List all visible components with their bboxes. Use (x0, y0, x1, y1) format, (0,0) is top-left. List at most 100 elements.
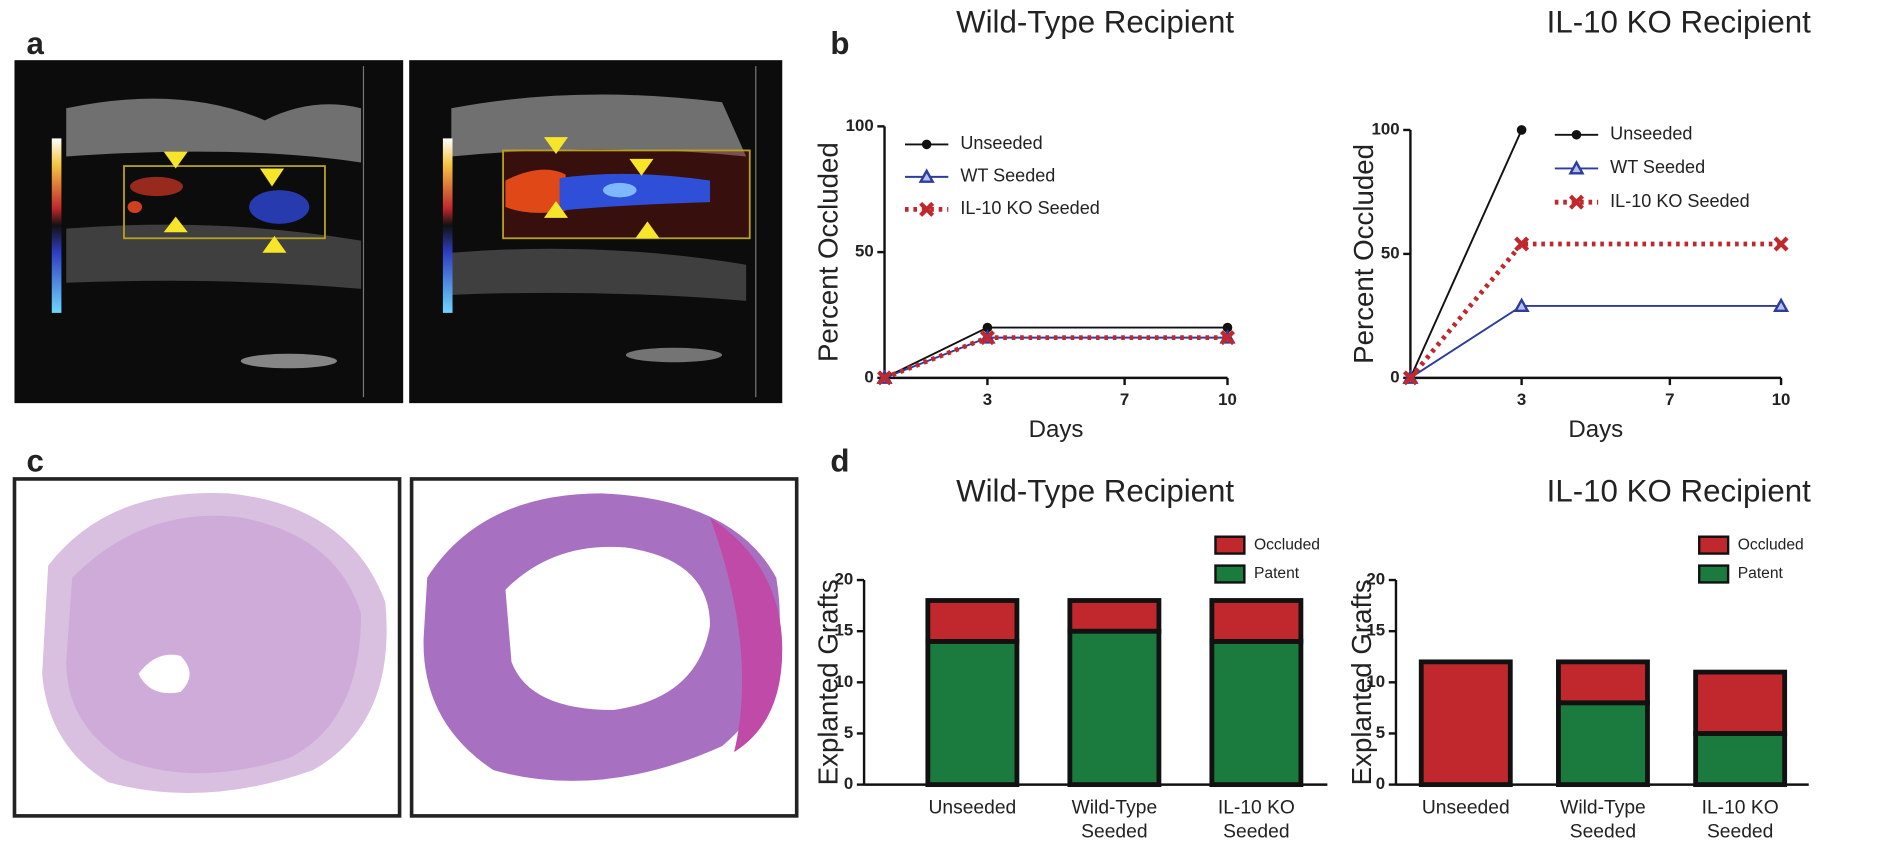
marker (1222, 322, 1233, 333)
x-tick-label: IL-10 KO Seeded (1701, 797, 1779, 843)
y-axis-label: Explanted Grafts (1346, 579, 1377, 785)
x-tick-label-box: Wild-Type Seeded (1560, 797, 1646, 843)
legend-label: Patent (1738, 565, 1784, 582)
series-line (884, 326, 1228, 379)
bar-segment (1556, 659, 1650, 706)
bar-segment (1556, 700, 1650, 788)
y-tick-label: 0 (1376, 774, 1385, 793)
y-tick-label: 100 (846, 116, 874, 135)
y-axis-label: Explanted Grafts (813, 579, 844, 785)
bar-segment (925, 598, 1020, 644)
panel-label: c (27, 444, 44, 479)
y-tick-label: 0 (864, 367, 873, 386)
marker (1773, 236, 1789, 252)
x-tick-label-box: IL-10 KO Seeded (1217, 797, 1295, 843)
marker (1772, 297, 1790, 312)
series-line (1409, 129, 1523, 379)
marker (982, 322, 993, 333)
x-tick-label: 10 (1772, 390, 1791, 409)
x-tick-label: 10 (1218, 390, 1237, 409)
histology-image (12, 477, 402, 818)
legend-label: WT Seeded (960, 166, 1055, 186)
histology-image (409, 477, 799, 818)
x-tick-label: 7 (1120, 390, 1129, 409)
legend-label: WT Seeded (1610, 157, 1705, 177)
y-tick-label: 0 (844, 774, 853, 793)
x-axis-label: Days (1568, 416, 1623, 443)
bar-segment (1418, 659, 1513, 788)
chart-title: Wild-Type Recipient (956, 474, 1234, 509)
marker (1402, 370, 1418, 386)
x-axis-label: Days (1029, 416, 1084, 443)
x-tick-label: 7 (1665, 390, 1674, 409)
legend-label: Occluded (1738, 536, 1804, 553)
marker (979, 330, 995, 346)
panel-label: b (830, 26, 849, 61)
x-tick-label-box: IL-10 KO Seeded (1701, 797, 1779, 843)
legend-swatch (1214, 535, 1246, 555)
x-tick-label-box: Wild-Type Seeded (1071, 797, 1158, 843)
marker (1514, 236, 1530, 252)
legend-label: Unseeded (960, 133, 1042, 153)
chart-title: Wild-Type Recipient (956, 4, 1234, 39)
bar-segment (1209, 639, 1304, 788)
y-tick-label: 20 (835, 569, 854, 588)
x-tick-label: 3 (983, 390, 992, 409)
y-axis-label: Percent Occluded (813, 142, 844, 362)
ultrasound-image (409, 60, 783, 404)
x-tick-label: Wild-Type Seeded (1560, 797, 1646, 843)
legend-swatch (1698, 564, 1730, 584)
y-tick-label: 50 (855, 242, 874, 261)
x-tick-label: Unseeded (1421, 797, 1510, 819)
marker (919, 201, 935, 217)
legend-label: IL-10 KO Seeded (960, 198, 1099, 218)
marker (918, 168, 935, 183)
legend-label: Patent (1254, 565, 1300, 582)
y-tick-label: 5 (844, 723, 853, 742)
legend-label: IL-10 KO Seeded (1610, 191, 1749, 211)
y-tick-label: 100 (1372, 119, 1400, 138)
y-tick-label: 10 (835, 672, 854, 691)
marker (1513, 297, 1530, 312)
marker (1568, 159, 1585, 175)
panel-label: a (27, 26, 45, 61)
bar-segment (1693, 669, 1788, 736)
chart-title: IL-10 KO Recipient (1547, 474, 1811, 509)
x-tick-label-box: Unseeded (928, 797, 1017, 819)
y-tick-label: 15 (1366, 621, 1385, 640)
y-tick-label: 0 (1390, 367, 1399, 386)
x-tick-label: IL-10 KO Seeded (1217, 797, 1295, 843)
series-line (884, 336, 1228, 379)
marker (1219, 330, 1236, 346)
y-tick-label: 5 (1376, 723, 1385, 742)
bar-segment (1067, 598, 1162, 634)
y-tick-label: 15 (835, 621, 854, 640)
marker (921, 139, 932, 150)
bar-segment (1209, 598, 1304, 644)
legend-label: Occluded (1254, 536, 1320, 553)
panel-label: d (830, 444, 849, 479)
y-tick-label: 20 (1366, 569, 1385, 588)
legend-label: Unseeded (1610, 124, 1692, 144)
x-tick-label: Wild-Type Seeded (1071, 797, 1158, 843)
x-tick-label: 3 (1517, 390, 1526, 409)
y-tick-label: 50 (1381, 243, 1400, 262)
y-axis-label: Percent Occluded (1348, 144, 1379, 364)
marker (1568, 194, 1584, 210)
bar-segment (925, 639, 1020, 788)
marker (1571, 129, 1582, 140)
y-tick-label: 10 (1366, 672, 1385, 691)
legend-swatch (1214, 564, 1246, 584)
bar-segment (1067, 628, 1162, 788)
legend-swatch (1698, 535, 1730, 555)
chart-title: IL-10 KO Recipient (1547, 4, 1811, 39)
series-line (1409, 305, 1782, 379)
bar-segment (1693, 731, 1788, 788)
marker (1516, 125, 1527, 135)
x-tick-label-box: Unseeded (1421, 797, 1510, 819)
x-tick-label: Unseeded (928, 797, 1017, 819)
ultrasound-image (14, 60, 404, 404)
series-line (1408, 241, 1782, 380)
